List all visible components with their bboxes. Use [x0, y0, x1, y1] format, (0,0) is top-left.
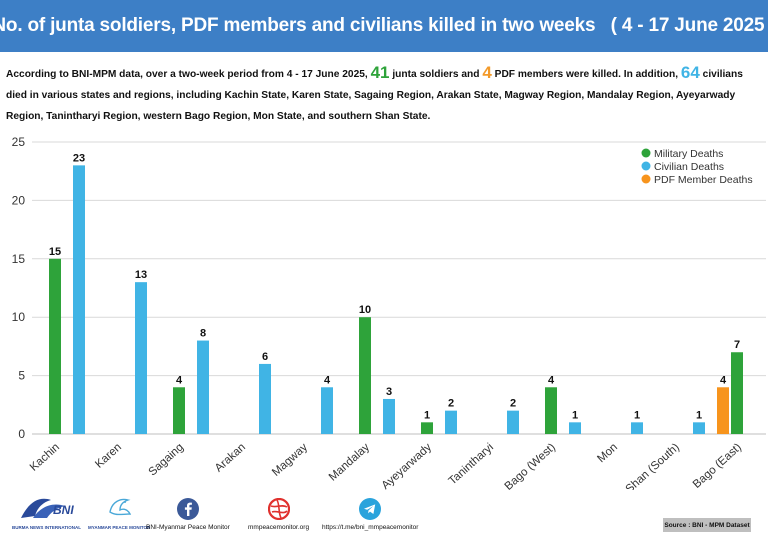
legend-marker-pdf-member-deaths	[641, 174, 651, 184]
bar-chart: 05101520251523Kachin13Karen48Sagaing6Ara…	[12, 135, 766, 490]
data-label: 8	[200, 328, 206, 340]
summary-part-1: According to BNI-MPM data, over a two-we…	[6, 69, 371, 80]
x-tick-label: Karen	[93, 441, 124, 470]
bar-military-deaths	[421, 422, 433, 434]
data-label: 1	[634, 409, 640, 421]
x-tick-label: Arakan	[213, 441, 248, 474]
y-tick-label: 15	[12, 252, 26, 266]
data-label: 3	[386, 386, 392, 398]
data-label: 2	[510, 398, 516, 410]
y-tick-label: 25	[12, 135, 26, 149]
legend-marker-civilian-deaths	[641, 161, 651, 171]
y-tick-label: 5	[18, 369, 25, 383]
bar-pdf-member-deaths	[717, 387, 729, 434]
mpm-logo: MYANMAR PEACE MONITOR	[88, 492, 150, 530]
legend-label: Military Deaths	[654, 148, 723, 160]
data-label: 15	[49, 246, 61, 258]
data-label: 6	[262, 351, 268, 363]
legend-label: PDF Member Deaths	[654, 174, 753, 186]
facebook-link[interactable]: BNI-Myanmar Peace Monitor	[146, 498, 230, 531]
x-tick-label: Bago (West)	[503, 441, 558, 490]
bar-civilian-deaths	[73, 165, 85, 435]
bar-military-deaths	[359, 317, 371, 434]
data-label: 1	[696, 409, 702, 421]
legend-marker-military-deaths	[641, 148, 651, 158]
bar-civilian-deaths	[383, 398, 395, 434]
website-label: mmpeacemonitor.org	[248, 524, 310, 531]
y-tick-label: 20	[12, 193, 26, 207]
soldiers-count: 41	[370, 63, 390, 82]
data-label: 1	[424, 409, 430, 421]
data-label: 1	[572, 409, 578, 421]
x-tick-label: Bago (East)	[691, 441, 744, 490]
x-tick-label: Kachin	[28, 441, 62, 473]
summary-part-4: civilians died in various states and reg…	[6, 69, 743, 122]
summary-part-3: PDF members were killed. In addition,	[491, 69, 681, 80]
telegram-label: https://t.me/bni_mmpeacemonitor	[322, 524, 419, 531]
y-tick-label: 10	[12, 310, 26, 324]
summary-part-2: junta soldiers and	[389, 69, 483, 80]
source-text: Source : BNI - MPM Dataset	[664, 521, 750, 529]
data-label: 2	[448, 398, 454, 410]
data-label: 7	[734, 339, 740, 351]
x-tick-label: Shan (South)	[624, 441, 683, 490]
mpm-logo-text: MYANMAR PEACE MONITOR	[88, 525, 151, 530]
bar-civilian-deaths	[569, 422, 581, 434]
bar-civilian-deaths	[135, 282, 147, 434]
x-tick-label: Ayeyarwady	[380, 441, 435, 490]
civilians-count: 64	[680, 63, 700, 82]
chart-title: No. of junta soldiers, PDF members and c…	[0, 15, 768, 36]
data-label: 4	[720, 374, 727, 386]
data-label: 4	[176, 374, 183, 386]
data-label: 4	[324, 374, 331, 386]
data-label: 23	[73, 152, 85, 164]
bar-civilian-deaths	[631, 422, 643, 434]
x-tick-label: Magway	[270, 441, 310, 479]
bni-logo: BNI BURMA NEWS INTERNATIONAL	[12, 492, 81, 530]
facebook-label: BNI-Myanmar Peace Monitor	[146, 524, 230, 531]
telegram-icon	[359, 498, 382, 520]
bar-civilian-deaths	[445, 410, 457, 434]
bar-civilian-deaths	[321, 387, 333, 434]
x-tick-label: Tanintharyi	[447, 441, 496, 487]
data-label: 13	[135, 269, 147, 281]
bar-civilian-deaths	[507, 410, 519, 434]
y-tick-label: 0	[18, 427, 25, 441]
bar-military-deaths	[545, 387, 557, 434]
dove-icon	[109, 498, 132, 516]
bar-civilian-deaths	[693, 422, 705, 434]
source-label: Source : BNI - MPM Dataset	[663, 518, 751, 532]
facebook-icon	[176, 498, 199, 520]
data-label: 10	[359, 304, 371, 316]
globe-icon	[267, 498, 290, 520]
bar-military-deaths	[731, 352, 743, 434]
summary-text: According to BNI-MPM data, over a two-we…	[6, 62, 764, 127]
bni-logo-text: BURMA NEWS INTERNATIONAL	[12, 525, 81, 530]
website-link[interactable]: mmpeacemonitor.org	[248, 498, 309, 531]
data-label: 4	[548, 374, 555, 386]
bni-logo-icon: BNI	[20, 498, 74, 518]
telegram-link[interactable]: https://t.me/bni_mmpeacemonitor	[322, 498, 418, 531]
footer: BNI BURMA NEWS INTERNATIONAL MYANMAR PEA…	[0, 492, 768, 543]
chart-title-bar: No. of junta soldiers, PDF members and c…	[0, 0, 768, 52]
bar-civilian-deaths	[259, 363, 271, 434]
x-tick-label: Mon	[595, 441, 620, 465]
legend-label: Civilian Deaths	[654, 161, 724, 173]
pdf-count: 4	[482, 63, 492, 82]
x-tick-label: Sagaing	[147, 441, 186, 478]
svg-text:BNI: BNI	[53, 503, 74, 517]
bar-civilian-deaths	[197, 340, 209, 434]
x-tick-label: Mandalay	[327, 441, 372, 483]
bar-military-deaths	[173, 387, 185, 434]
bar-military-deaths	[49, 258, 61, 434]
